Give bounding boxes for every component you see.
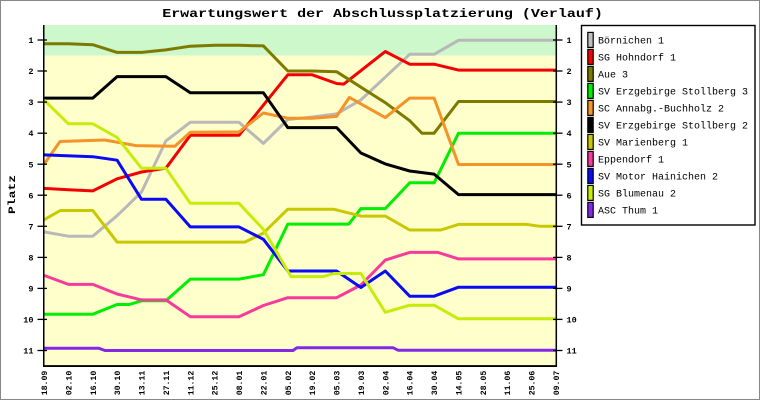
svg-text:08.01: 08.01: [236, 371, 245, 396]
svg-text:Erwartungswert der Abschlusspl: Erwartungswert der Abschlussplatzierung …: [162, 8, 603, 21]
svg-text:02.04: 02.04: [382, 371, 391, 396]
svg-text:09.07: 09.07: [553, 371, 562, 396]
svg-text:10: 10: [23, 316, 33, 326]
svg-text:7: 7: [28, 222, 33, 232]
svg-text:16.10: 16.10: [90, 371, 99, 396]
svg-text:19.02: 19.02: [309, 371, 318, 396]
svg-text:11.12: 11.12: [187, 371, 196, 396]
svg-text:10: 10: [567, 316, 577, 326]
svg-text:14.05: 14.05: [456, 371, 465, 396]
svg-text:05.03: 05.03: [334, 371, 343, 396]
svg-text:11: 11: [567, 347, 577, 357]
svg-text:3: 3: [567, 98, 572, 108]
svg-text:SV Erzgebirge Stollberg 3: SV Erzgebirge Stollberg 3: [598, 87, 748, 99]
svg-text:SV Marienberg 1: SV Marienberg 1: [598, 138, 688, 150]
svg-text:9: 9: [567, 285, 572, 295]
svg-text:1: 1: [28, 36, 33, 46]
svg-text:6: 6: [28, 191, 33, 201]
svg-text:3: 3: [28, 98, 33, 108]
svg-text:Platz: Platz: [6, 175, 18, 214]
svg-text:25.12: 25.12: [212, 371, 221, 396]
svg-text:4: 4: [567, 129, 572, 139]
svg-text:05.02: 05.02: [285, 371, 294, 396]
svg-text:SV Erzgebirge Stollberg 2: SV Erzgebirge Stollberg 2: [598, 121, 748, 133]
svg-text:Aue 3: Aue 3: [598, 71, 628, 82]
svg-text:18.09: 18.09: [41, 371, 50, 396]
svg-text:30.04: 30.04: [431, 371, 440, 396]
svg-text:28.05: 28.05: [480, 371, 489, 396]
svg-text:5: 5: [567, 160, 572, 170]
svg-text:Eppendorf 1: Eppendorf 1: [598, 155, 664, 167]
svg-text:30.10: 30.10: [114, 371, 123, 396]
svg-text:2: 2: [28, 67, 33, 77]
svg-text:Börnichen 1: Börnichen 1: [598, 36, 664, 48]
svg-text:6: 6: [567, 191, 572, 201]
svg-text:ASC Thum 1: ASC Thum 1: [598, 206, 658, 218]
svg-text:SG Blumenau 2: SG Blumenau 2: [598, 189, 676, 201]
svg-text:25.06: 25.06: [529, 371, 538, 396]
svg-text:11: 11: [23, 347, 33, 357]
svg-text:5: 5: [28, 160, 33, 170]
svg-text:SG Hohndorf 1: SG Hohndorf 1: [598, 53, 676, 65]
svg-text:13.11: 13.11: [139, 371, 148, 396]
svg-text:1: 1: [567, 36, 572, 46]
svg-text:16.04: 16.04: [407, 371, 416, 396]
svg-text:2: 2: [567, 67, 572, 77]
svg-text:22.01: 22.01: [260, 371, 269, 396]
svg-text:SC Annabg.-Buchholz 2: SC Annabg.-Buchholz 2: [598, 104, 724, 116]
svg-text:19.03: 19.03: [358, 371, 367, 396]
svg-text:8: 8: [567, 254, 572, 264]
svg-text:9: 9: [28, 285, 33, 295]
svg-text:8: 8: [28, 254, 33, 264]
svg-text:SV Motor Hainichen 2: SV Motor Hainichen 2: [598, 172, 718, 184]
svg-text:4: 4: [28, 129, 33, 139]
svg-text:02.10: 02.10: [65, 371, 74, 396]
svg-text:7: 7: [567, 222, 572, 232]
svg-text:11.06: 11.06: [504, 371, 513, 396]
svg-text:27.11: 27.11: [163, 371, 172, 396]
